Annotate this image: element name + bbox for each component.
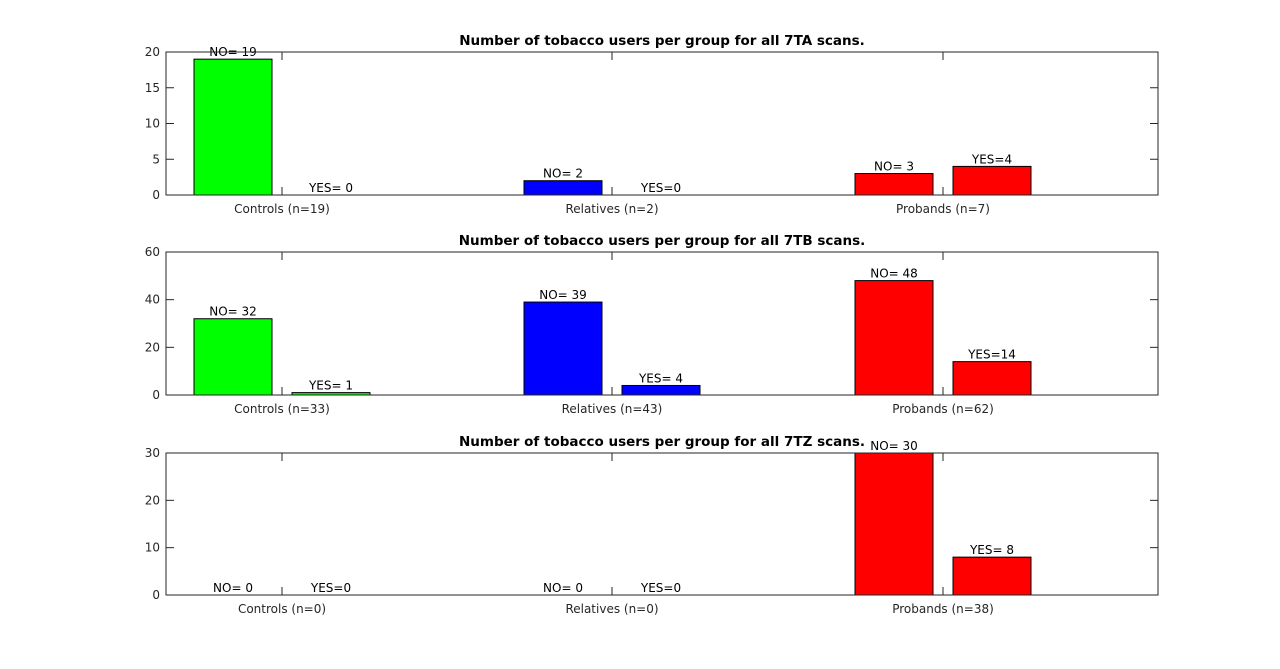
- axes-frame: [165, 251, 1159, 396]
- bar-no: [854, 452, 934, 596]
- bar-data-label: YES=14: [967, 348, 1016, 362]
- axes-frame: [165, 51, 1159, 196]
- y-tick-label: 20: [145, 45, 160, 59]
- bar-data-label: YES=0: [640, 581, 681, 595]
- bar-data-label: YES= 4: [638, 371, 683, 385]
- chart-panel-2: Number of tobacco users per group for al…: [145, 233, 1159, 416]
- bar-data-label: YES=0: [640, 181, 681, 195]
- bar-no: [193, 58, 273, 196]
- bar-data-label: NO= 39: [539, 288, 587, 302]
- bar-data-label: NO= 32: [209, 305, 257, 319]
- y-tick-label: 15: [145, 81, 160, 95]
- bar-no: [854, 173, 934, 196]
- chart-panel-3: Number of tobacco users per group for al…: [145, 434, 1159, 616]
- x-category-label: Relatives (n=0): [565, 602, 658, 616]
- bar-no: [523, 301, 603, 396]
- x-category-label: Relatives (n=2): [565, 202, 658, 216]
- chart-title: Number of tobacco users per group for al…: [459, 233, 866, 249]
- bar-no: [193, 318, 273, 396]
- y-tick-label: 5: [152, 152, 160, 166]
- bar-data-label: YES=4: [971, 152, 1012, 166]
- x-category-label: Relatives (n=43): [562, 402, 663, 416]
- bar-no: [854, 280, 934, 396]
- x-category-label: Probands (n=62): [892, 402, 994, 416]
- x-category-label: Controls (n=33): [234, 402, 330, 416]
- y-tick-label: 30: [145, 446, 160, 460]
- x-category-label: Probands (n=38): [892, 602, 994, 616]
- y-tick-label: 20: [145, 493, 160, 507]
- bar-no: [523, 180, 603, 196]
- y-tick-label: 10: [145, 541, 160, 555]
- bar-data-label: NO= 0: [213, 581, 253, 595]
- bar-data-label: NO= 0: [543, 581, 583, 595]
- bar-yes: [952, 556, 1032, 596]
- chart-title: Number of tobacco users per group for al…: [459, 434, 865, 450]
- y-tick-label: 60: [145, 245, 160, 259]
- bar-yes: [621, 384, 701, 396]
- bar-data-label: YES= 0: [308, 181, 353, 195]
- bar-data-label: NO= 30: [870, 439, 918, 453]
- bar-yes: [952, 361, 1032, 396]
- y-tick-label: 0: [152, 588, 160, 602]
- bar-data-label: NO= 48: [870, 267, 918, 281]
- axes-frame: [165, 452, 1159, 596]
- x-category-label: Controls (n=0): [238, 602, 326, 616]
- bar-data-label: NO= 3: [874, 160, 914, 174]
- y-tick-label: 10: [145, 117, 160, 131]
- x-category-label: Controls (n=19): [234, 202, 330, 216]
- bar-data-label: YES= 1: [308, 379, 353, 393]
- x-category-label: Probands (n=7): [896, 202, 990, 216]
- y-tick-label: 20: [145, 340, 160, 354]
- bar-data-label: YES= 8: [969, 543, 1014, 557]
- y-tick-label: 40: [145, 293, 160, 307]
- y-tick-label: 0: [152, 188, 160, 202]
- chart-title: Number of tobacco users per group for al…: [459, 33, 865, 49]
- chart-panel-1: Number of tobacco users per group for al…: [145, 33, 1159, 216]
- bar-data-label: NO= 2: [543, 167, 583, 181]
- bar-data-label: YES=0: [310, 581, 351, 595]
- y-tick-label: 0: [152, 388, 160, 402]
- bar-yes: [952, 165, 1032, 196]
